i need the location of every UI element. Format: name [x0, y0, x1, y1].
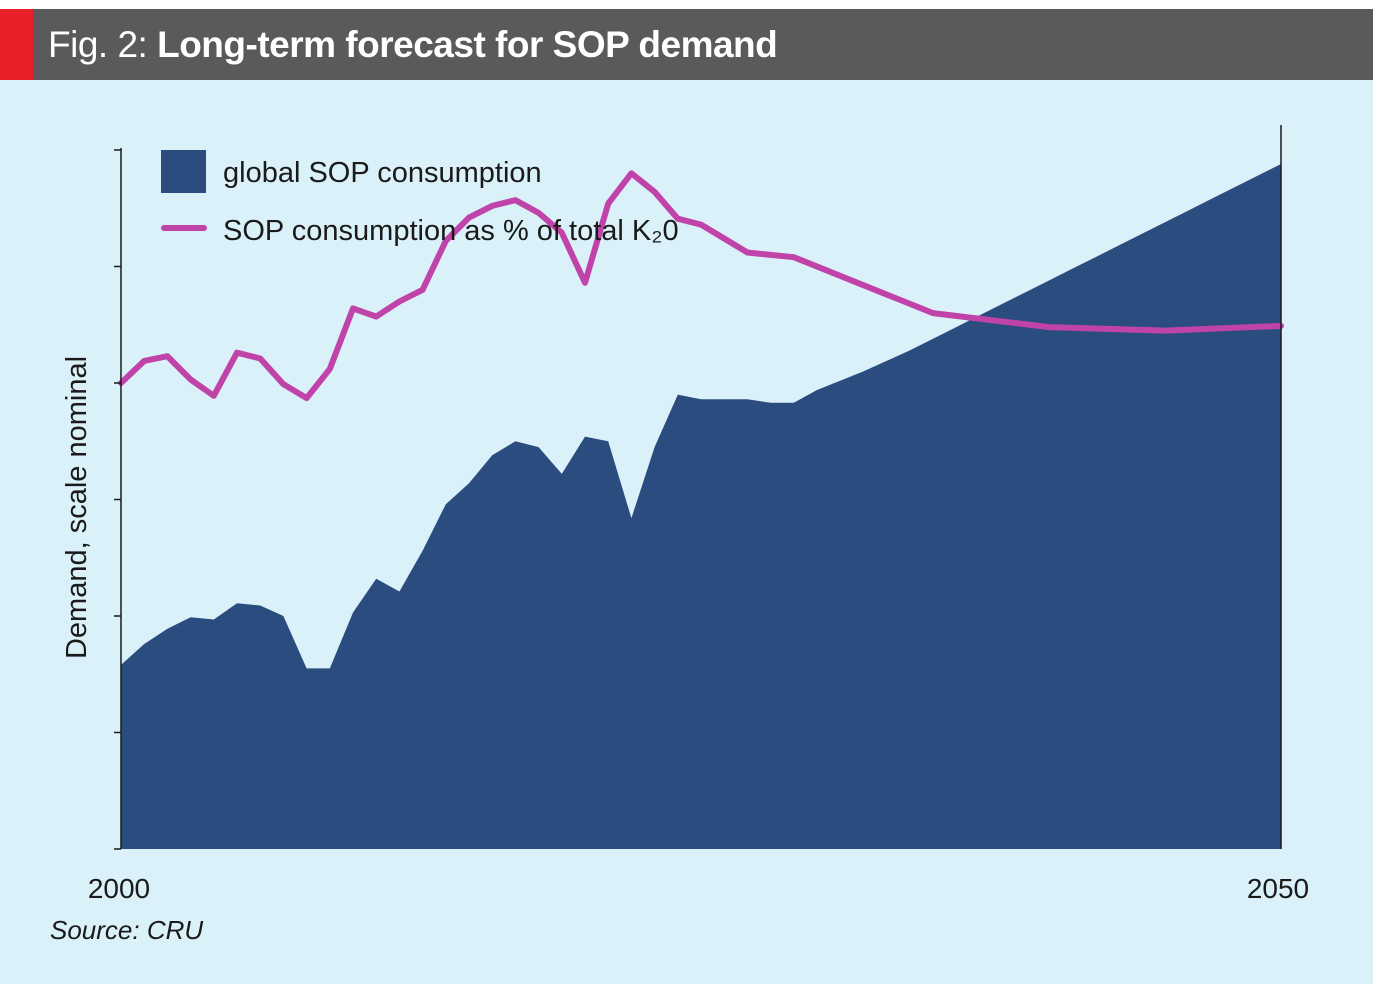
series-line-sop-share-of-k2o — [118, 170, 1284, 402]
y-ticks — [114, 149, 121, 850]
x-tick-label-start: 2000 — [88, 873, 150, 904]
legend-label-line: SOP consumption as % of total K₂0 — [223, 215, 679, 247]
y-axis-label: Demand, scale nominal — [61, 356, 93, 659]
x-tick-label-end: 2050 — [1247, 873, 1309, 904]
figure-title: Fig. 2: Long-term forecast for SOP deman… — [48, 23, 778, 67]
figure-title-text: Long-term forecast for SOP demand — [157, 24, 778, 65]
legend: global SOP consumption SOP consumption a… — [161, 150, 679, 247]
series-area-global-sop-consumption — [121, 164, 1281, 849]
source-note: Source: CRU — [50, 915, 204, 945]
header-accent-bar — [0, 9, 33, 80]
legend-label-area: global SOP consumption — [223, 157, 542, 189]
figure-header: Fig. 2: Long-term forecast for SOP deman… — [0, 9, 1373, 80]
axes: Demand, scale nominal 2000 2050 — [61, 125, 1309, 904]
legend-swatch-area — [161, 150, 206, 193]
plot-area — [118, 164, 1284, 849]
figure-number: Fig. 2: — [48, 24, 148, 65]
